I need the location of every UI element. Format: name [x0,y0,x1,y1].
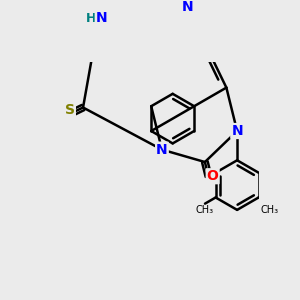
Text: N: N [231,124,243,138]
Text: N: N [156,142,168,157]
Text: N: N [96,11,107,25]
Text: CH₃: CH₃ [196,205,214,215]
Text: CH₃: CH₃ [260,205,278,215]
Text: H: H [86,12,96,25]
Text: N: N [182,0,193,14]
Text: O: O [207,169,219,183]
Text: S: S [65,103,75,117]
